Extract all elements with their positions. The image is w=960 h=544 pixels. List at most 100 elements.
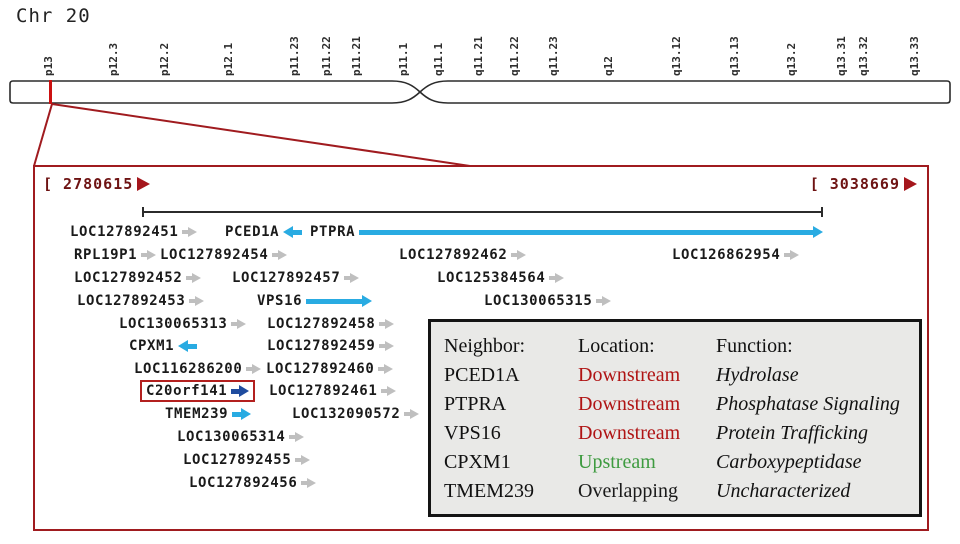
cyan-right-arrow-icon [232,408,252,420]
band-label-p12.1: p12.1 [222,43,235,76]
end-flag-icon [904,177,917,191]
table-header-location: Location: [578,335,655,357]
band-label-p11.21: p11.21 [350,36,363,76]
band-q11.22 [500,81,530,103]
gene-entry-LOC130065314: LOC130065314 [177,429,305,445]
band-label-p12.2: p12.2 [158,43,171,76]
gene-label: LOC125384564 [437,270,546,286]
gene-entry-PTPRA: PTPRA [310,224,824,240]
cyan-long-arrow-icon [359,226,824,238]
location-cell: Upstream [578,451,656,473]
neighbors-table: Neighbor: Location: Function: PCED1A Downstr… [428,319,922,517]
gray-right-arrow-icon [381,386,397,396]
gene-entry-LOC127892454: LOC127892454 [160,247,288,263]
gene-label: LOC130065313 [119,316,228,332]
gene-entry-VPS16: VPS16 [257,293,373,309]
band-label-p11.1: p11.1 [397,43,410,76]
gene-entry-CPXM1: CPXM1 [129,338,198,354]
scale-bar-line [142,211,823,213]
location-cell: Overlapping [578,480,678,502]
neighbor-gene-cell: TMEM239 [444,480,534,502]
zoom-cone-line-left [33,103,53,167]
neighbor-gene-cell: PTPRA [444,393,507,415]
gray-right-arrow-icon [404,409,420,419]
gene-entry-LOC127892462: LOC127892462 [399,247,527,263]
function-cell: Phosphatase Signaling [716,393,900,415]
selected-region-marker [49,80,52,104]
region-end-coordinate: [ 3038669 [810,175,917,193]
gene-label: PTPRA [310,224,356,240]
function-cell: Hydrolase [716,364,799,386]
gene-entry-LOC127892453: LOC127892453 [77,293,205,309]
band-label-q13.32: q13.32 [857,36,870,76]
gray-right-arrow-icon [379,319,395,329]
gene-label: LOC126862954 [672,247,781,263]
gray-right-arrow-icon [378,364,394,374]
band-label-q11.23: q11.23 [547,36,560,76]
gene-label: CPXM1 [129,338,175,354]
band-label-p13: p13 [42,56,55,76]
gene-entry-LOC125384564: LOC125384564 [437,270,565,286]
gene-label: C20orf141 [146,383,228,399]
gene-entry-LOC127892460: LOC127892460 [266,361,394,377]
gene-label: LOC127892454 [160,247,269,263]
band-label-q13.2: q13.2 [785,43,798,76]
function-cell: Carboxypeptidase [716,451,862,473]
gray-right-arrow-icon [182,227,198,237]
gene-entry-LOC127892455: LOC127892455 [183,452,311,468]
region-start-coordinate: [ 2780615 [43,175,151,193]
band-rects [86,81,883,103]
gene-entry-LOC127892457: LOC127892457 [232,270,360,286]
page-title: Chr 20 [16,5,91,27]
gene-entry-LOC132090572: LOC132090572 [292,406,420,422]
gray-right-arrow-icon [231,319,247,329]
gene-label: PCED1A [225,224,280,240]
location-cell: Downstream [578,393,681,415]
gene-label: LOC127892460 [266,361,375,377]
gene-entry-LOC130065315: LOC130065315 [484,293,612,309]
gene-entry-LOC127892456: LOC127892456 [189,475,317,491]
gray-right-arrow-icon [272,250,288,260]
gray-right-arrow-icon [344,273,360,283]
gene-label: LOC127892456 [189,475,298,491]
scale-bar [142,207,823,217]
gene-label: LOC127892457 [232,270,341,286]
function-cell: Protein Trafficking [716,422,869,444]
gene-entry-PCED1A: PCED1A [225,224,303,240]
band-p12.1 [187,81,270,103]
band-label-q13.12: q13.12 [670,36,683,76]
gene-label: LOC127892452 [74,270,183,286]
gene-label: TMEM239 [165,406,229,422]
gene-label: LOC127892455 [183,452,292,468]
cyan-left-arrow-icon [283,226,303,238]
band-q13.12 [647,81,707,103]
gray-right-arrow-icon [379,341,395,351]
band-label-q13.13: q13.13 [728,36,741,76]
gene-entry-RPL19P1: RPL19P1 [74,247,157,263]
cyan-long-arrow-icon [306,295,373,307]
region-start-label: [ 2780615 [43,175,134,193]
gene-entry-LOC127892459: LOC127892459 [267,338,395,354]
band-label-q11.21: q11.21 [472,36,485,76]
band-label-q13.33: q13.33 [908,36,921,76]
gray-right-arrow-icon [301,478,317,488]
gray-right-arrow-icon [246,364,262,374]
gene-label: LOC116286200 [134,361,243,377]
gene-entry-LOC127892461: LOC127892461 [269,383,397,399]
band-label-p12.3: p12.3 [107,43,120,76]
gene-entry-LOC130065313: LOC130065313 [119,316,247,332]
gene-label: RPL19P1 [74,247,138,263]
gene-label: LOC127892451 [70,224,179,240]
band-p11.22 [320,81,340,103]
gray-right-arrow-icon [549,273,565,283]
gene-label: LOC130065314 [177,429,286,445]
navy-right-arrow-icon [231,385,250,397]
band-labels: p13 p12.3 p12.2 p12.1 p11.23 p11.22 p11.21 p11.… [42,36,921,76]
table-header-function: Function: [716,335,793,357]
gray-right-arrow-icon [289,432,305,442]
cyan-left-arrow-icon [178,340,198,352]
band-label-q13.31: q13.31 [835,36,848,76]
band-label-p11.22: p11.22 [320,36,333,76]
gray-right-arrow-icon [295,455,311,465]
band-q13.2 [758,81,833,103]
